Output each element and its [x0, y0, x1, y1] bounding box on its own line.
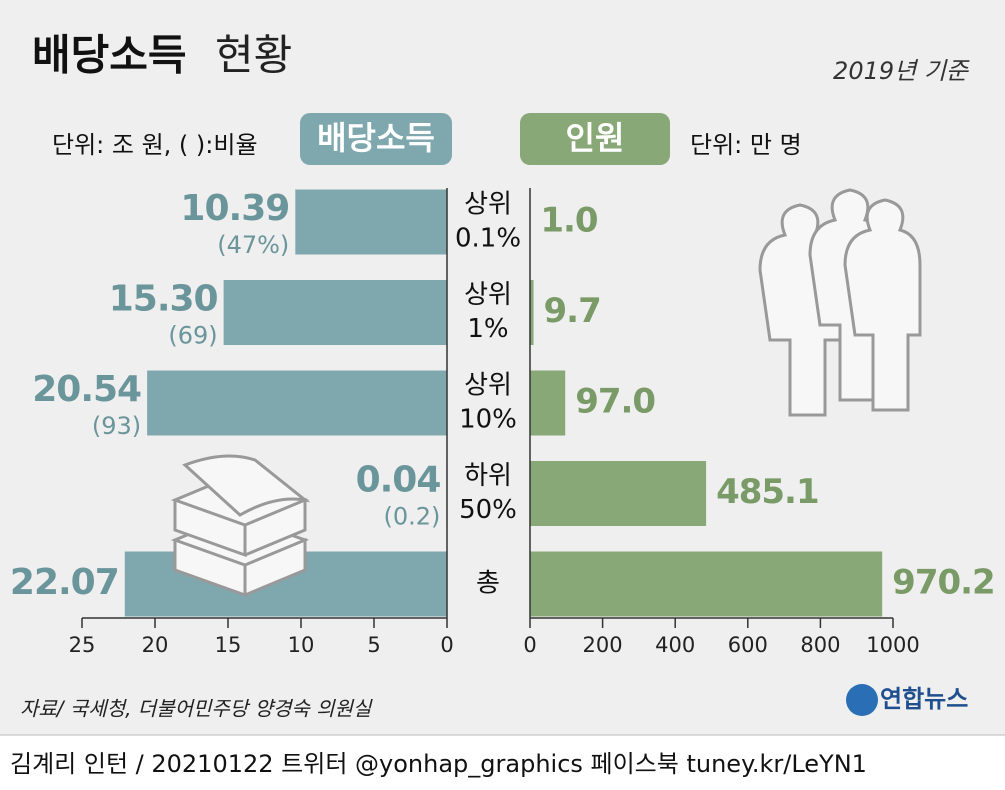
value-label: 0.04: [356, 460, 441, 501]
bar: [295, 189, 447, 255]
value-label: 1.0: [540, 201, 598, 241]
logo-mark: [846, 684, 878, 716]
share-label: (69): [168, 322, 217, 350]
category-label: 0.1%: [455, 224, 521, 254]
category-label: 상위: [464, 190, 512, 220]
x-tick-label: 25: [69, 633, 96, 657]
note: 2019년 기준: [833, 57, 970, 85]
x-tick-label: 0: [440, 633, 453, 657]
bar: [147, 370, 447, 436]
bar: [223, 280, 447, 345]
x-tick-label: 15: [215, 633, 242, 657]
people-icon: [758, 188, 922, 417]
share-label: (93): [92, 412, 141, 440]
legend-label: 인원: [566, 119, 625, 157]
value-label: 15.30: [109, 279, 218, 320]
value-label: 97.0: [575, 382, 655, 422]
chart-title: 배당소득: [32, 31, 187, 80]
share-label: (0.2): [384, 503, 441, 531]
category-label: 10%: [459, 405, 517, 435]
logo: 연합뉴스: [880, 685, 968, 713]
category-label: 50%: [459, 495, 517, 525]
x-tick-label: 600: [728, 633, 768, 657]
x-tick-label: 400: [655, 633, 695, 657]
category-label: 하위: [464, 461, 512, 491]
right-unit: 단위: 만 명: [690, 131, 802, 159]
category-label: 총: [476, 569, 500, 599]
value-label: 9.7: [544, 291, 601, 331]
bar: [530, 551, 883, 617]
left-unit: 단위: 조 원, ( ):비율: [52, 131, 258, 159]
value-label: 10.39: [180, 188, 289, 229]
value-label: 970.2: [892, 563, 995, 603]
share-label: (47%): [217, 231, 289, 259]
legend-box: [520, 113, 670, 165]
credit: 김계리 인턴 / 20210122 트위터 @yonhap_graphics 페…: [10, 750, 867, 778]
x-tick-label: 0: [523, 633, 536, 657]
value-label: 20.54: [32, 369, 141, 410]
x-tick-label: 10: [288, 633, 315, 657]
value-label: 22.07: [10, 562, 119, 603]
bar: [530, 370, 566, 436]
x-tick-label: 200: [583, 633, 623, 657]
x-tick-label: 800: [800, 633, 840, 657]
x-tick-label: 5: [367, 633, 380, 657]
legend-box: [300, 113, 452, 165]
source: 자료/ 국세청, 더불어민주당 양경숙 의원실: [20, 697, 373, 721]
money-bill: [182, 454, 311, 517]
x-tick-label: 1000: [866, 633, 919, 657]
legend-label: 배당소득: [317, 119, 435, 157]
category-label: 상위: [464, 371, 512, 401]
value-label: 485.1: [716, 472, 819, 512]
bar: [530, 280, 534, 345]
category-label: 상위: [464, 280, 512, 310]
category-label: 1%: [467, 314, 508, 344]
money-icon: [170, 454, 311, 598]
bar: [530, 461, 707, 526]
x-tick-label: 20: [142, 633, 169, 657]
chart-title-suffix: 현황: [215, 31, 292, 80]
